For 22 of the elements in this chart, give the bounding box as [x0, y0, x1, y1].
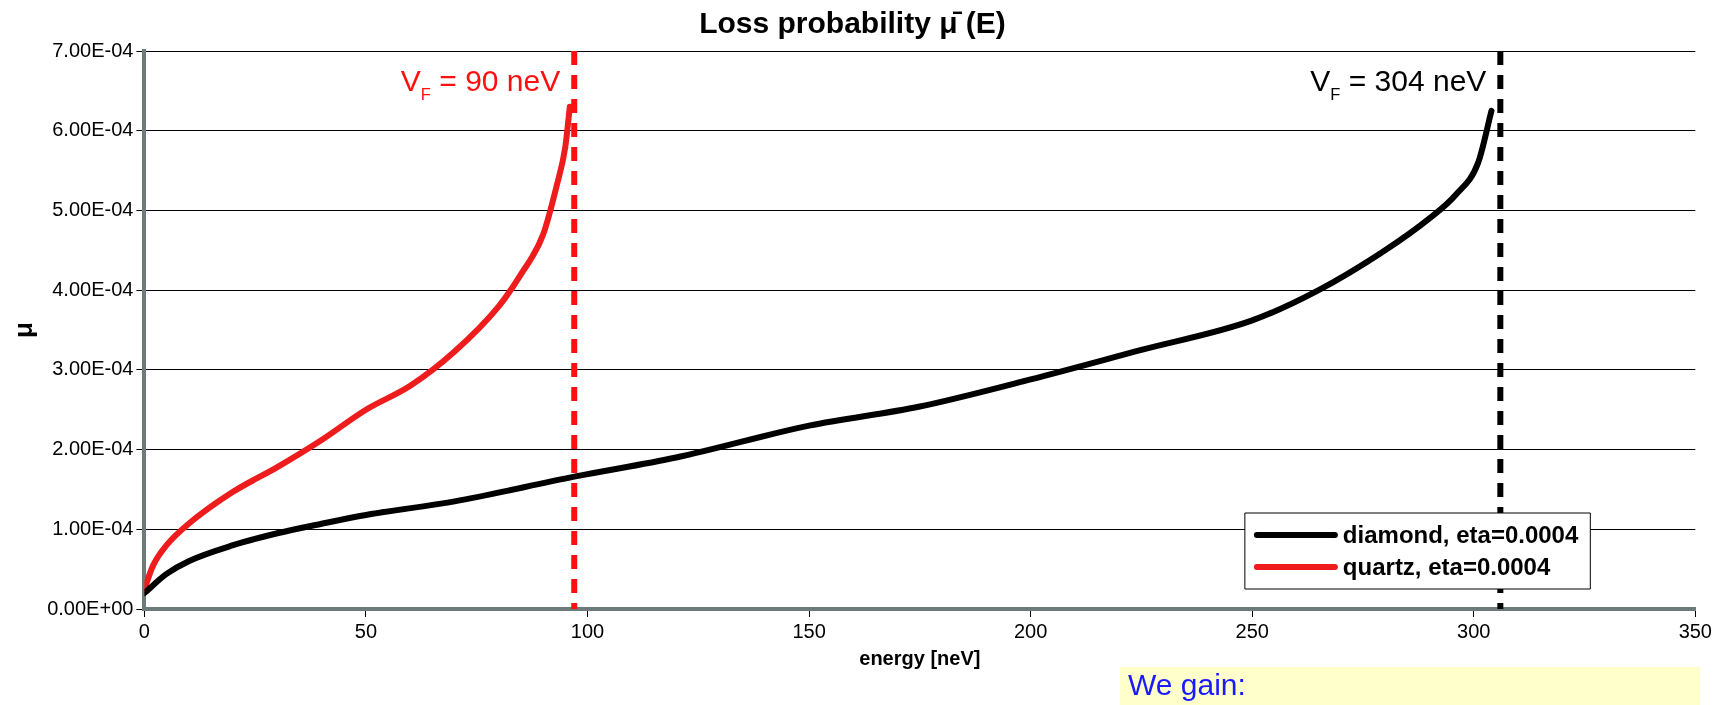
x-axis-title: energy [neV] — [859, 646, 981, 669]
y-axis-title: μ — [7, 322, 38, 338]
x-tick-label: 250 — [1235, 619, 1269, 642]
y-tick-label: 3.00E-04 — [52, 357, 134, 380]
y-tick-label: 5.00E-04 — [52, 197, 134, 220]
legend-label: diamond, eta=0.0004 — [1342, 520, 1579, 548]
chart-title: Loss probability μ̄ (E) — [699, 6, 1006, 40]
y-tick-label: 7.00E-04 — [52, 38, 134, 61]
y-tick-label: 2.00E-04 — [52, 437, 134, 460]
x-tick-label: 200 — [1013, 619, 1048, 642]
y-tick-label: 6.00E-04 — [52, 118, 134, 141]
x-tick-label: 100 — [570, 619, 605, 642]
x-tick-label: 50 — [354, 619, 378, 642]
x-tick-label: 0 — [138, 619, 150, 642]
x-tick-label: 350 — [1678, 619, 1712, 642]
x-tick-label: 300 — [1457, 619, 1491, 642]
y-tick-label: 4.00E-04 — [52, 277, 134, 300]
text: We gain: — [1128, 668, 1246, 702]
y-tick-label: 1.00E-04 — [52, 516, 134, 539]
y-tick-label: 0.00E+00 — [47, 596, 134, 619]
legend-label: quartz, eta=0.0004 — [1342, 552, 1551, 580]
x-tick-label: 150 — [792, 619, 826, 642]
